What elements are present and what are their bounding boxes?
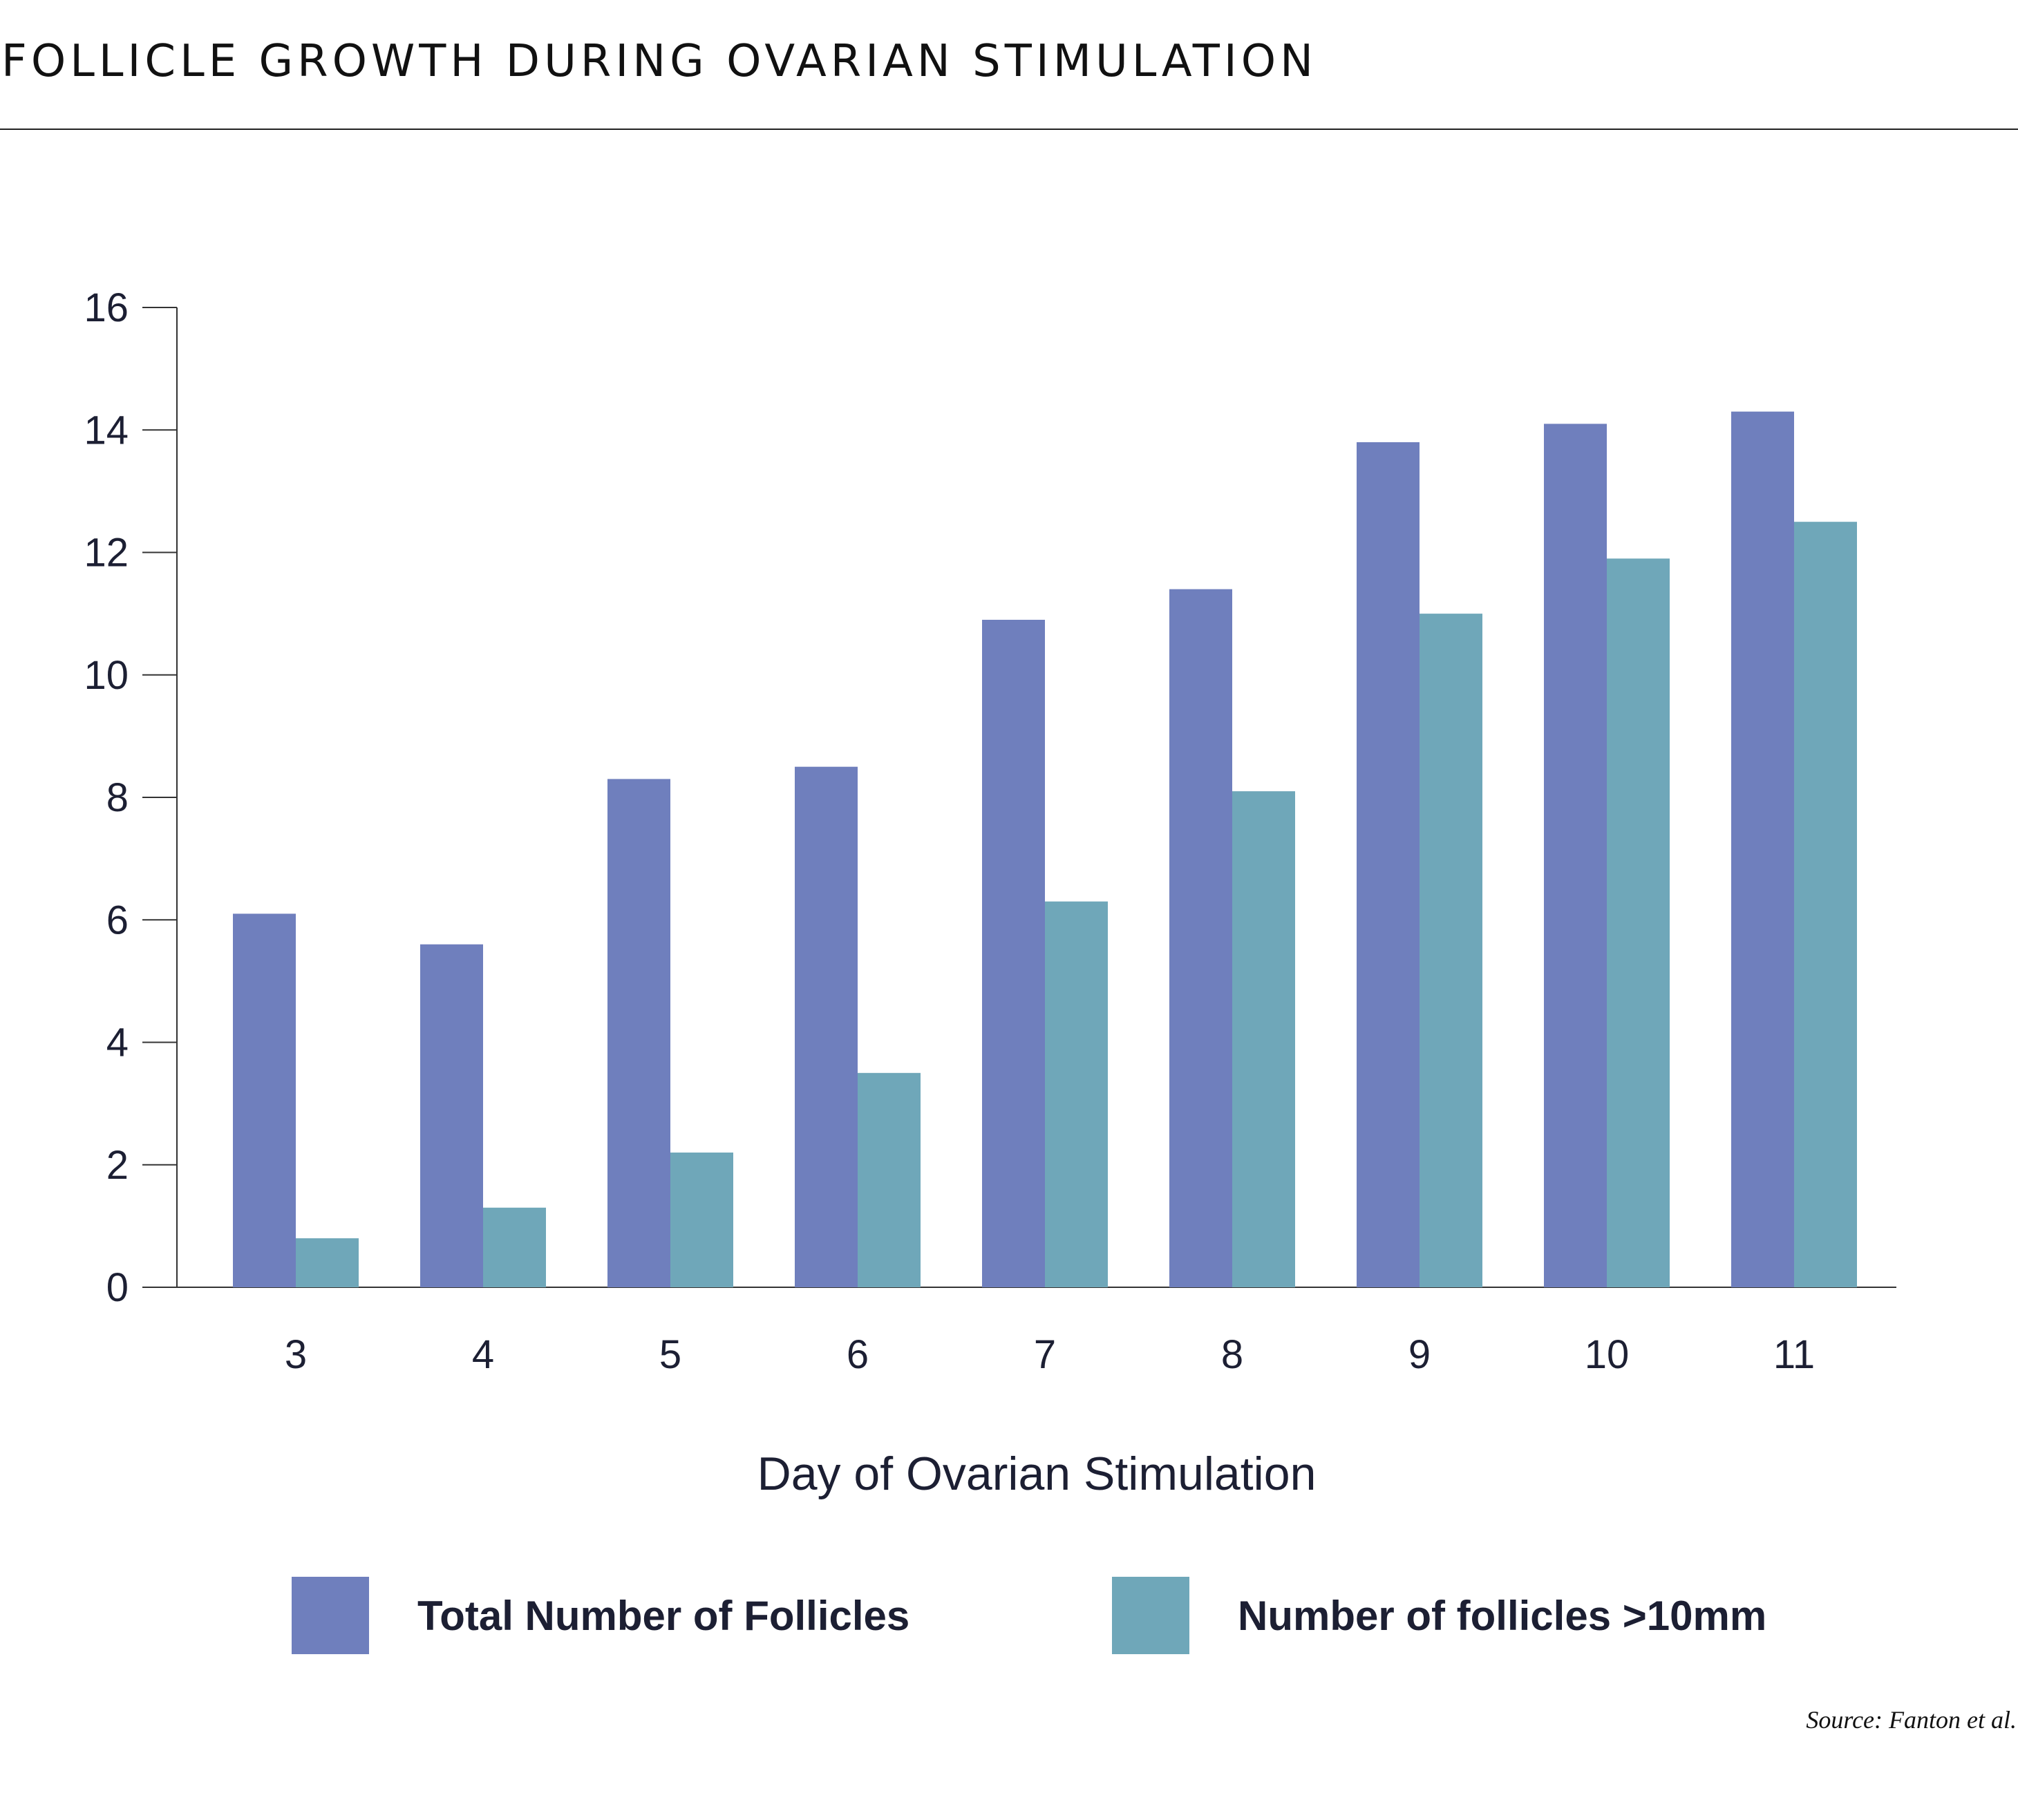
bar-total bbox=[420, 944, 483, 1287]
y-tick-label: 4 bbox=[106, 1021, 129, 1065]
bar-over10 bbox=[1232, 791, 1295, 1287]
y-tick-label: 10 bbox=[84, 653, 129, 698]
y-tick-label: 14 bbox=[84, 408, 129, 453]
x-axis-title: Day of Ovarian Stimulation bbox=[757, 1448, 1317, 1500]
legend-label-over10: Number of follicles >10mm bbox=[1238, 1592, 1767, 1639]
x-tick-label: 5 bbox=[659, 1332, 681, 1377]
x-tick-label: 6 bbox=[847, 1332, 869, 1377]
y-axis: 0 2 4 6 8 10 12 14 16 bbox=[84, 285, 178, 1310]
x-axis: 3 4 5 6 7 8 9 10 11 bbox=[142, 1287, 1896, 1377]
bar-total bbox=[795, 766, 858, 1287]
x-tick-label: 4 bbox=[472, 1332, 494, 1377]
title-divider bbox=[0, 129, 2018, 130]
bar-over10 bbox=[1607, 558, 1670, 1287]
bar-total bbox=[1169, 589, 1232, 1287]
legend-label-total: Total Number of Follicles bbox=[417, 1592, 910, 1639]
legend-swatch-over10 bbox=[1112, 1577, 1189, 1654]
bar-over10 bbox=[483, 1207, 546, 1287]
y-tick-label: 0 bbox=[106, 1265, 129, 1310]
y-tick-label: 6 bbox=[106, 898, 129, 942]
page-title: FOLLICLE GROWTH DURING OVARIAN STIMULATI… bbox=[1, 36, 1317, 87]
legend-swatch-total bbox=[292, 1577, 369, 1654]
x-tick-label: 7 bbox=[1034, 1332, 1056, 1377]
bar-over10 bbox=[858, 1072, 921, 1287]
x-tick-label: 8 bbox=[1221, 1332, 1243, 1377]
y-tick-label: 16 bbox=[84, 285, 129, 330]
y-tick-label: 8 bbox=[106, 775, 129, 820]
bar-over10 bbox=[1045, 901, 1108, 1287]
bar-total bbox=[1357, 442, 1420, 1287]
bar-over10 bbox=[1420, 614, 1482, 1287]
x-tick-label: 9 bbox=[1408, 1332, 1431, 1377]
source-note: Source: Fanton et al. bbox=[1806, 1706, 2017, 1734]
bar-total bbox=[233, 913, 296, 1287]
x-tick-label: 10 bbox=[1585, 1332, 1630, 1377]
y-tick-label: 2 bbox=[106, 1143, 129, 1188]
bars bbox=[233, 411, 1857, 1288]
x-tick-label: 11 bbox=[1773, 1332, 1815, 1377]
bar-over10 bbox=[1794, 522, 1857, 1287]
bar-over10 bbox=[670, 1153, 733, 1287]
bar-total bbox=[1731, 411, 1794, 1287]
legend-item-over10: Number of follicles >10mm bbox=[1112, 1577, 1766, 1654]
bar-over10 bbox=[296, 1238, 359, 1287]
legend-item-total: Total Number of Follicles bbox=[292, 1577, 909, 1654]
bar-total bbox=[607, 779, 670, 1287]
bar-total bbox=[982, 619, 1045, 1287]
x-tick-label: 3 bbox=[285, 1332, 307, 1377]
y-tick-label: 12 bbox=[84, 531, 129, 576]
bar-total bbox=[1544, 424, 1607, 1288]
